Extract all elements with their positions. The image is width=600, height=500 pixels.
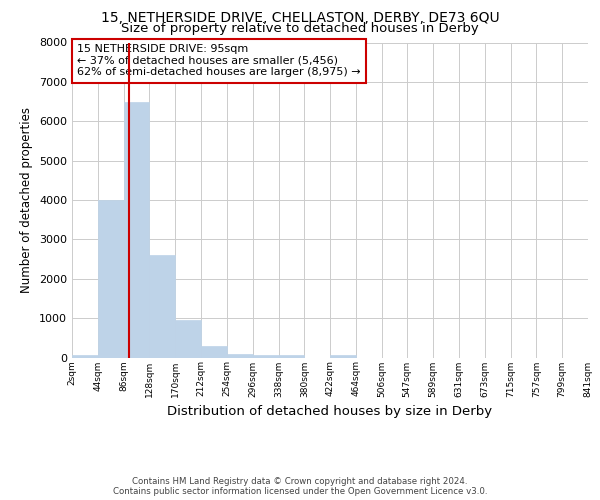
Text: Size of property relative to detached houses in Derby: Size of property relative to detached ho… [121,22,479,35]
Bar [227,354,253,358]
Bar [72,355,98,358]
Bar [278,355,304,358]
Text: 15, NETHERSIDE DRIVE, CHELLASTON, DERBY, DE73 6QU: 15, NETHERSIDE DRIVE, CHELLASTON, DERBY,… [101,11,499,25]
Bar [149,255,175,358]
Text: 15 NETHERSIDE DRIVE: 95sqm
← 37% of detached houses are smaller (5,456)
62% of s: 15 NETHERSIDE DRIVE: 95sqm ← 37% of deta… [77,44,361,78]
Bar [175,320,201,358]
Bar [124,102,149,358]
Bar [253,355,278,358]
Bar [98,200,124,358]
Bar [331,355,356,358]
X-axis label: Distribution of detached houses by size in Derby: Distribution of detached houses by size … [167,405,493,418]
Text: Contains HM Land Registry data © Crown copyright and database right 2024.
Contai: Contains HM Land Registry data © Crown c… [113,476,487,496]
Y-axis label: Number of detached properties: Number of detached properties [20,107,34,293]
Bar [201,346,227,358]
